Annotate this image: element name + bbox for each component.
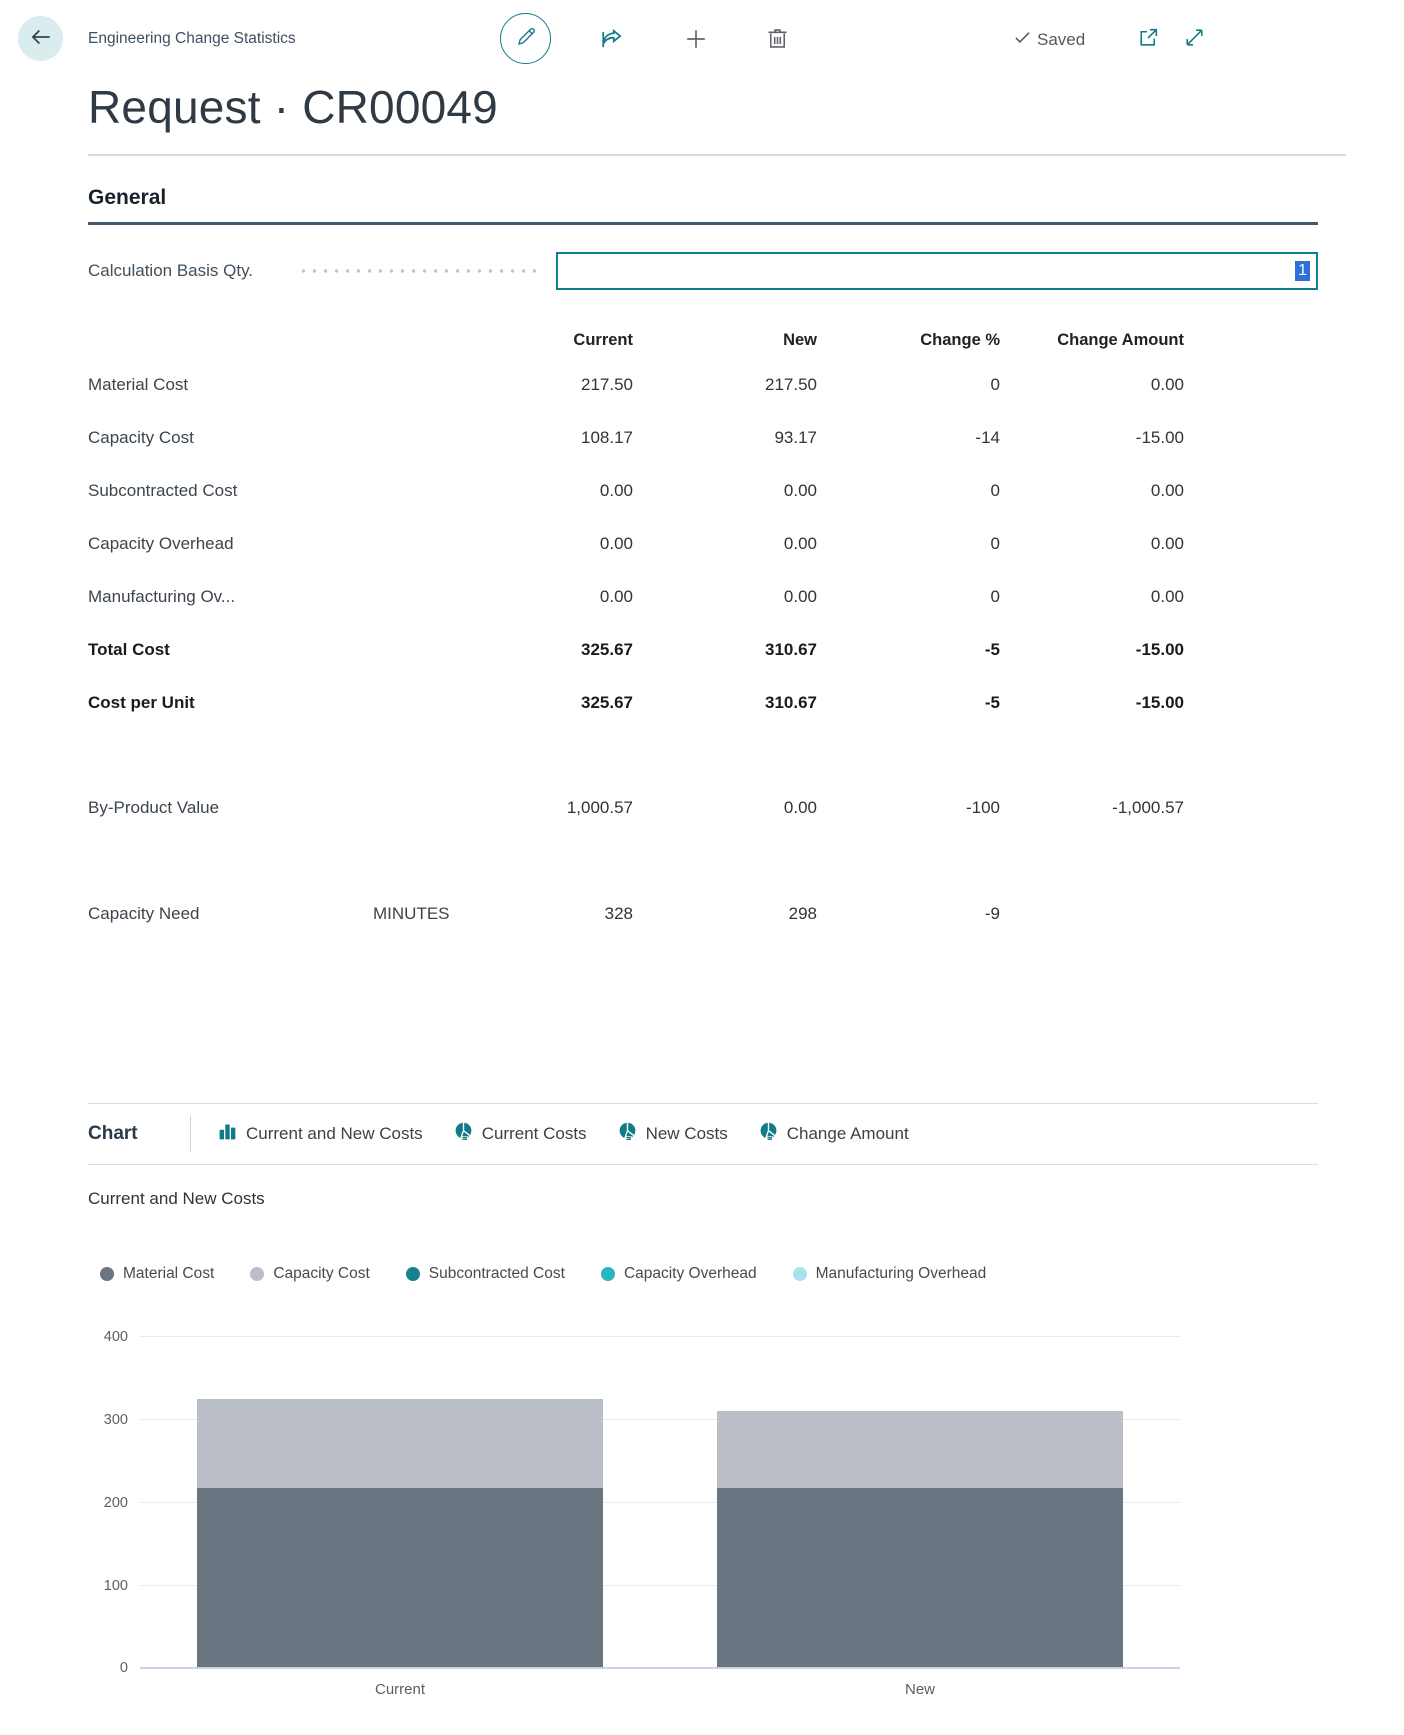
gridline: 200 — [104, 1495, 1180, 1511]
y-tick-label: 100 — [103, 1577, 128, 1594]
pencil-icon — [514, 25, 538, 52]
bar-segment — [717, 1411, 1123, 1489]
tab-label: Current and New Costs — [246, 1124, 423, 1143]
row-manufacturing-overhead: Manufacturing Ov... 0.00 0.00 0 0.00 — [88, 586, 1184, 606]
stacked-bar — [717, 1411, 1123, 1669]
calculation-basis-qty-field-row: Calculation Basis Qty. 1 — [88, 252, 1318, 290]
bar-group-current — [140, 1337, 660, 1669]
chart-legend: Material Cost Capacity Cost Subcontracte… — [100, 1265, 1318, 1283]
legend-swatch — [250, 1267, 265, 1281]
tab-new-costs[interactable]: New Costs — [617, 1121, 728, 1147]
dotted-leader — [298, 268, 542, 274]
top-action-bar: Engineering Change Statistics — [0, 0, 1404, 78]
legend-swatch — [405, 1267, 420, 1281]
legend-item: Manufacturing Overhead — [792, 1265, 986, 1283]
bar-segment — [197, 1398, 603, 1489]
delete-button[interactable] — [764, 25, 791, 55]
row-subcontracted-cost: Subcontracted Cost 0.00 0.00 0 0.00 — [88, 480, 1184, 500]
tab-change-amount[interactable]: Change Amount — [758, 1121, 909, 1147]
row-by-product-value: By-Product Value 1,000.57 0.00 -100 -1,0… — [88, 797, 1184, 817]
gridline: 100 — [104, 1578, 1180, 1594]
column-header-new: New — [783, 330, 817, 349]
gridline: 400 — [104, 1329, 1180, 1345]
y-tick-label: 400 — [103, 1328, 128, 1345]
bar-group-new — [660, 1337, 1180, 1669]
statistics-table: Current New Change % Change Amount Mater… — [88, 322, 1184, 940]
bar-segment — [717, 1488, 1123, 1669]
breadcrumb[interactable]: Engineering Change Statistics — [88, 30, 296, 47]
row-capacity-overhead: Capacity Overhead 0.00 0.00 0 0.00 — [88, 533, 1184, 553]
checkmark-icon — [1012, 27, 1033, 53]
bar-chart-icon — [217, 1121, 238, 1147]
x-axis-label-new: New — [904, 1681, 935, 1698]
chart-bars — [140, 1337, 1180, 1669]
chart-section-caption: Chart — [88, 1123, 138, 1144]
row-material-cost: Material Cost 217.50 217.50 0 0.00 — [88, 374, 1184, 394]
row-capacity-cost: Capacity Cost 108.17 93.17 -14 -15.00 — [88, 427, 1184, 447]
trash-icon — [764, 29, 791, 55]
bar-segment — [197, 1488, 603, 1669]
column-header-current: Current — [573, 330, 633, 349]
stacked-bar — [197, 1398, 603, 1669]
chart-x-axis: Current New — [140, 1681, 1180, 1698]
column-header-change-amount: Change Amount — [1057, 330, 1184, 349]
table-gap — [88, 729, 1184, 781]
y-tick-label: 300 — [103, 1411, 128, 1428]
row-capacity-need: Capacity Need MINUTES 328 298 -9 — [88, 903, 1000, 923]
row-cost-per-unit: Cost per Unit 325.67 310.67 -5 -15.00 — [88, 692, 1184, 712]
legend-item: Capacity Overhead — [600, 1265, 757, 1283]
calculation-basis-qty-input[interactable]: 1 — [556, 252, 1318, 290]
legend-swatch — [792, 1267, 807, 1281]
legend-item: Subcontracted Cost — [405, 1265, 565, 1283]
selected-input-text: 1 — [1295, 261, 1310, 281]
edit-button[interactable] — [500, 13, 551, 64]
chart-title: Current and New Costs — [88, 1189, 265, 1208]
save-status-label: Saved — [1037, 30, 1086, 49]
save-status: Saved — [1012, 27, 1085, 53]
share-button[interactable] — [598, 25, 626, 56]
toolbar-divider — [190, 1116, 191, 1152]
back-button[interactable] — [18, 16, 63, 61]
title-divider — [88, 154, 1346, 156]
fullscreen-icon — [1182, 29, 1207, 53]
open-in-new-window-button[interactable] — [1136, 25, 1161, 53]
chart-plot: 0 100 200 300 400 — [104, 1329, 1180, 1676]
pie-chart-icon — [617, 1121, 638, 1147]
section-underline — [88, 222, 1318, 225]
pie-chart-icon — [758, 1121, 779, 1147]
tab-current-costs[interactable]: Current Costs — [453, 1121, 587, 1147]
tab-label: New Costs — [645, 1124, 728, 1143]
open-in-new-window-icon — [1136, 28, 1161, 53]
column-header-change-pct: Change % — [920, 330, 1000, 349]
share-icon — [598, 28, 626, 56]
table-gap — [88, 834, 1184, 887]
legend-swatch — [100, 1267, 114, 1281]
page-title: Request · CR00049 — [88, 81, 498, 133]
legend-swatch — [600, 1267, 615, 1281]
row-total-cost: Total Cost 325.67 310.67 -5 -15.00 — [88, 639, 1184, 659]
table-header-row: Current New Change % Change Amount — [88, 322, 1184, 358]
tab-current-and-new-costs[interactable]: Current and New Costs — [217, 1121, 423, 1147]
pie-chart-icon — [453, 1121, 474, 1147]
section-title-general[interactable]: General — [88, 186, 167, 209]
x-axis-label-current: Current — [374, 1681, 426, 1698]
y-tick-label: 200 — [103, 1494, 128, 1511]
legend-item: Capacity Cost — [250, 1265, 370, 1283]
chart-toolbar: Chart Current and New Costs Current Cost… — [88, 1103, 1318, 1165]
fullscreen-button[interactable] — [1182, 25, 1207, 53]
new-button[interactable] — [682, 25, 710, 56]
tab-label: Change Amount — [786, 1124, 909, 1143]
tab-label: Current Costs — [481, 1124, 587, 1143]
arrow-left-icon — [28, 24, 54, 53]
calculation-basis-qty-label: Calculation Basis Qty. — [88, 261, 254, 280]
x-axis-line: 0 — [120, 1660, 1180, 1676]
y-tick-label: 0 — [119, 1660, 128, 1676]
legend-item: Material Cost — [100, 1265, 214, 1283]
plus-icon — [682, 30, 710, 56]
gridline: 300 — [104, 1412, 1180, 1428]
